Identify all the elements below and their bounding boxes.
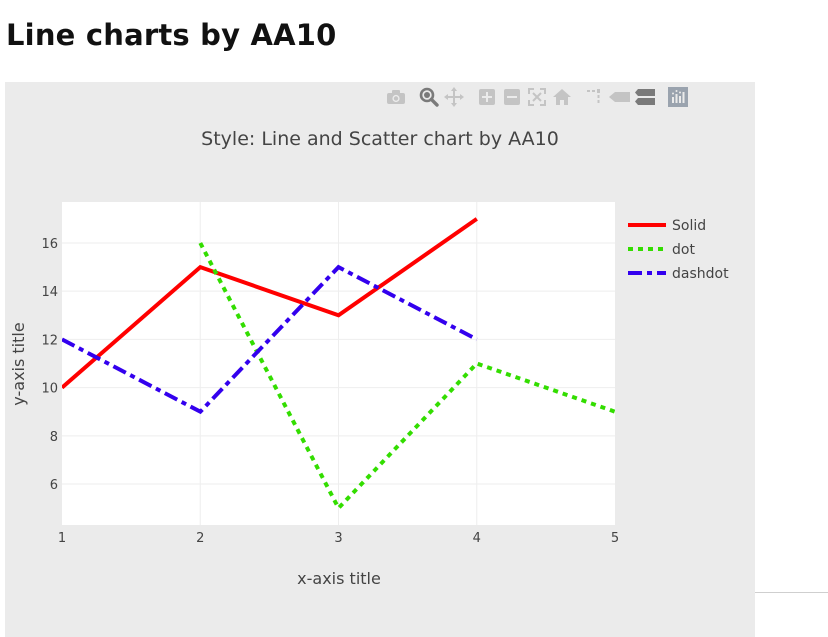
legend-item-solid[interactable]: Solid bbox=[628, 218, 706, 234]
y-tick-labels: 6 8 10 12 14 16 bbox=[41, 237, 58, 493]
y-axis-title: y-axis title bbox=[9, 322, 28, 405]
divider bbox=[755, 592, 828, 593]
camera-icon[interactable] bbox=[385, 86, 407, 108]
x-tick-label: 4 bbox=[473, 531, 481, 546]
series-line-dashdot[interactable] bbox=[62, 264, 478, 415]
hover-closest-icon[interactable] bbox=[609, 86, 631, 108]
autoscale-icon[interactable] bbox=[526, 86, 548, 108]
grid-lines bbox=[62, 202, 615, 525]
y-tick-label: 14 bbox=[41, 285, 58, 300]
zoom-out-icon[interactable] bbox=[501, 86, 523, 108]
x-tick-label: 1 bbox=[58, 531, 66, 546]
reset-axes-icon[interactable] bbox=[551, 86, 573, 108]
plot-container: Style: Line and Scatter chart by AA10 6 8… bbox=[5, 82, 755, 637]
legend-item-dot[interactable]: dot bbox=[628, 242, 695, 258]
x-axis-title: x-axis title bbox=[297, 569, 381, 588]
plotly-logo-icon[interactable] bbox=[667, 86, 689, 108]
spike-lines-icon[interactable] bbox=[584, 86, 606, 108]
zoom-in-icon[interactable] bbox=[476, 86, 498, 108]
y-tick-label: 10 bbox=[41, 382, 58, 397]
page-title: Line charts by AA10 bbox=[6, 18, 337, 52]
series-lines bbox=[62, 217, 615, 512]
legend-item-dashdot[interactable]: dashdot bbox=[628, 266, 729, 282]
legend-label: dashdot bbox=[672, 266, 729, 282]
modebar bbox=[385, 86, 692, 108]
x-tick-label: 2 bbox=[196, 531, 204, 546]
legend-label: dot bbox=[672, 242, 695, 258]
zoom-icon[interactable] bbox=[418, 86, 440, 108]
y-tick-label: 8 bbox=[50, 430, 58, 445]
y-tick-label: 6 bbox=[50, 478, 58, 493]
x-tick-label: 3 bbox=[334, 531, 342, 546]
hover-compare-icon[interactable] bbox=[634, 86, 656, 108]
chart: Style: Line and Scatter chart by AA10 6 8… bbox=[9, 128, 729, 588]
series-line-dot[interactable] bbox=[198, 242, 615, 512]
chart-title: Style: Line and Scatter chart by AA10 bbox=[201, 128, 559, 150]
series-line-solid[interactable] bbox=[62, 217, 478, 390]
y-tick-label: 16 bbox=[41, 237, 58, 252]
x-tick-label: 5 bbox=[611, 531, 619, 546]
pan-icon[interactable] bbox=[443, 86, 465, 108]
x-tick-labels: 1 2 3 4 5 bbox=[58, 531, 619, 546]
legend[interactable]: Solid dot dashdot bbox=[628, 218, 729, 282]
y-tick-label: 12 bbox=[41, 333, 58, 348]
legend-label: Solid bbox=[672, 218, 706, 234]
